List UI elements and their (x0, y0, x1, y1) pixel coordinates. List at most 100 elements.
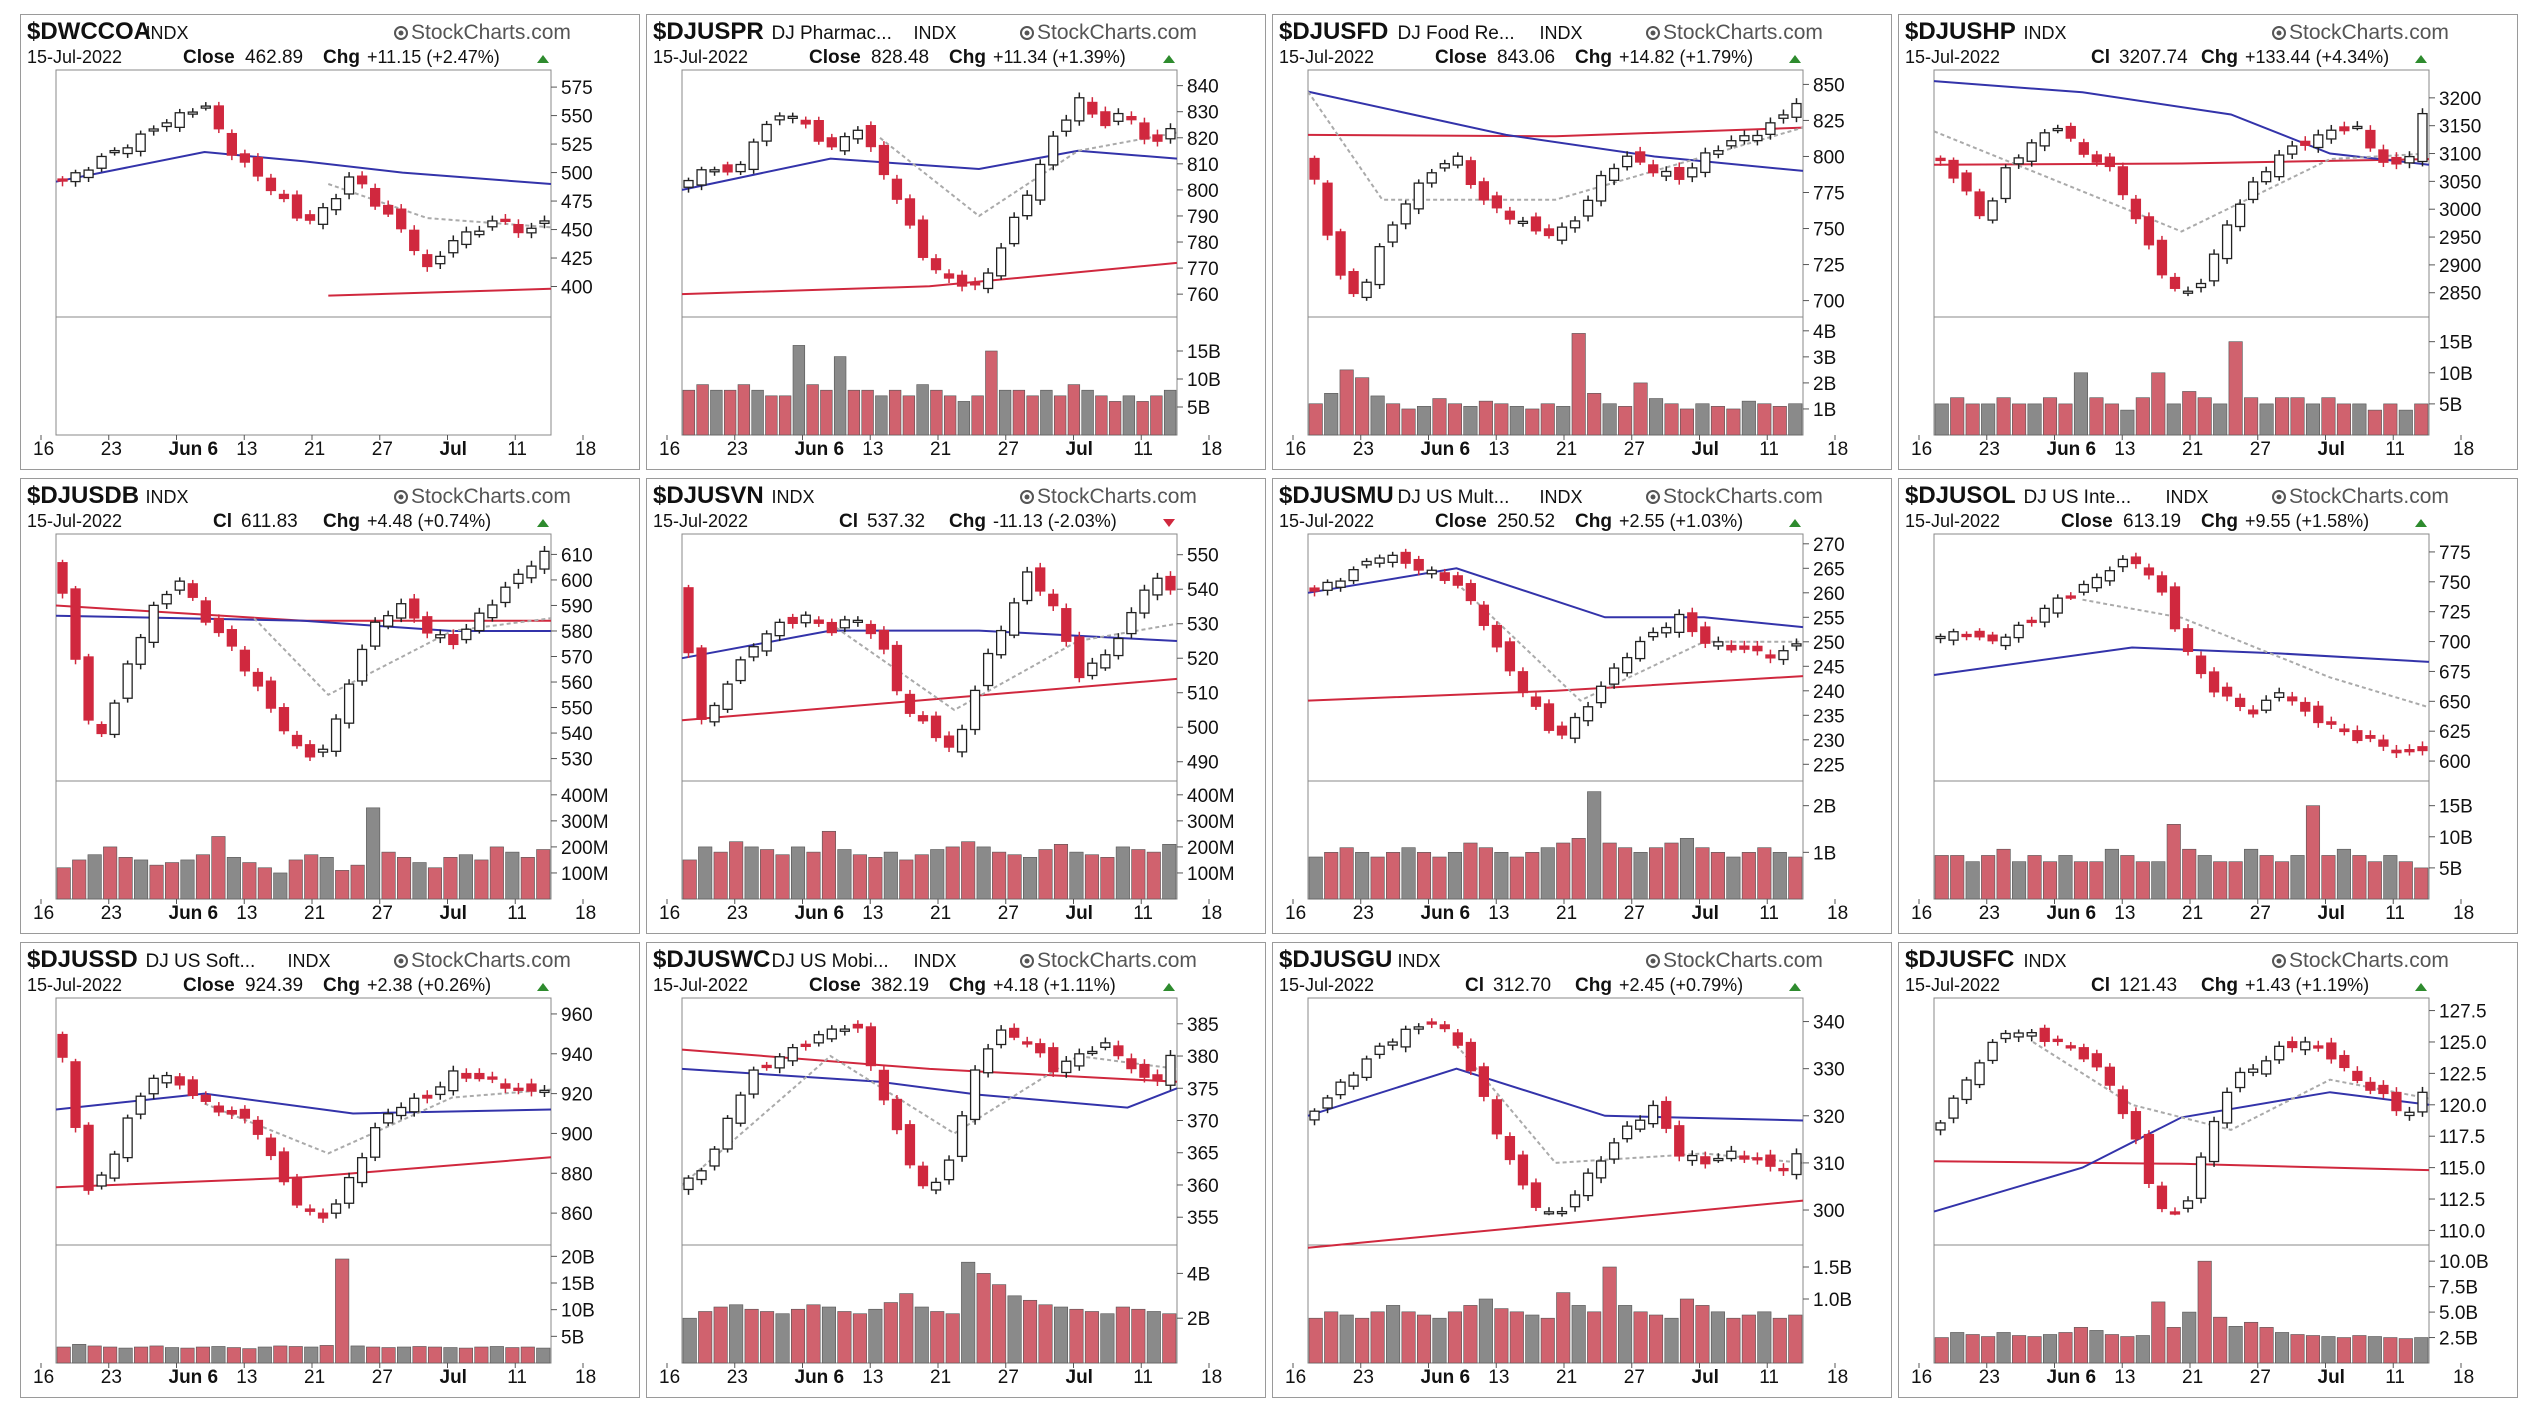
price-tick-label: 110.0 (2439, 1221, 2485, 1242)
candle-body (2208, 671, 2220, 693)
candle-body (526, 227, 537, 234)
volume-bar (760, 1311, 775, 1364)
chart-panel[interactable]: $DJUSWC DJ US Mobi... INDX StockCharts.com 1… (646, 942, 1266, 1398)
candle-body (435, 634, 446, 639)
volume-bar (149, 864, 164, 900)
candle-body (813, 619, 824, 624)
volume-bar (992, 851, 1007, 900)
plot-frame (55, 997, 552, 1364)
candle-body (1335, 580, 1346, 588)
candle-body (1674, 166, 1685, 180)
close-label: Close (1435, 47, 1487, 68)
price-tick-label: 235 (1813, 706, 1845, 727)
candle-body (57, 178, 68, 182)
volume-bar (1633, 1311, 1648, 1364)
volume-bar (458, 1347, 473, 1364)
volume-bar (1401, 408, 1416, 436)
candle-body (2052, 127, 2063, 132)
chart-panel[interactable]: $DJUSVN INDX StockCharts.com 15-Jul-2022 Cl 5… (646, 478, 1266, 934)
volume-bar (1556, 842, 1571, 900)
chart-panel[interactable]: $DJUSSD DJ US Soft... INDX StockCharts.com 1… (20, 942, 640, 1398)
volume-bar (1571, 333, 1586, 436)
chart-panel[interactable]: $DJUSGU INDX StockCharts.com 15-Jul-2022 Cl 3… (1272, 942, 1892, 1398)
volume-bar (1339, 847, 1354, 900)
chg-label: Chg (2201, 511, 2238, 532)
volume-bar (2089, 397, 2104, 436)
candle-body (461, 628, 472, 641)
close-value: 312.70 (1493, 975, 1551, 996)
candle-body (2104, 156, 2116, 168)
chart-panel[interactable]: $DJUSFD DJ Food Re... INDX StockCharts.com 1… (1272, 14, 1892, 470)
volume-bar (2290, 1334, 2305, 1364)
chart-panel[interactable]: $DWCCOA INDX StockCharts.com 15-Jul-2022 Clo… (20, 14, 640, 470)
volume-bar (2213, 403, 2228, 436)
close-value: 3207.74 (2119, 47, 2188, 68)
candle-body (83, 169, 94, 179)
chart-panel[interactable]: $DJUSHP INDX StockCharts.com 15-Jul-2022 Cl 3… (1898, 14, 2518, 470)
x-tick-label: 21 (304, 1367, 325, 1388)
candle-body (696, 647, 707, 720)
x-tick-label: 23 (101, 1367, 122, 1388)
candle-body (317, 748, 329, 753)
volume-bar (56, 867, 71, 900)
volume-bar (427, 867, 443, 900)
price-tick-label: 365 (1187, 1144, 1219, 1165)
candle-body (213, 1105, 224, 1113)
x-tick-label: 27 (372, 439, 393, 460)
volume-bar (443, 857, 458, 900)
volume-bar (164, 1347, 180, 1364)
candle-body (865, 125, 877, 148)
x-tick-label: Jun 6 (2047, 1367, 2097, 1388)
candle-body (943, 735, 955, 748)
close-label: Cl (213, 511, 232, 532)
chart-panel[interactable]: $DJUSMU DJ US Mult... INDX StockCharts.com 1… (1272, 478, 1892, 934)
candle-body (1935, 1122, 1946, 1131)
candle-body (2130, 1111, 2142, 1140)
chart-symbol: $DJUSSD (27, 946, 138, 973)
brand-label: StockCharts.com (2289, 949, 2449, 972)
chart-name: DJ Food Re... (1398, 23, 1515, 44)
close-value: 611.83 (241, 511, 298, 532)
candle-body (2143, 216, 2155, 246)
candle-body (2026, 142, 2037, 162)
price-tick-label: 500 (1187, 718, 1219, 739)
x-tick-label: 16 (1285, 903, 1306, 924)
candle-body (1152, 577, 1163, 596)
volume-tick-label: 10B (2439, 364, 2473, 385)
candle-body (1126, 611, 1137, 635)
price-tick-label: 122.5 (2439, 1064, 2487, 1085)
chart-panel[interactable]: $DJUSDB INDX StockCharts.com 15-Jul-2022 Cl 6… (20, 478, 640, 934)
volume-bar (2290, 855, 2305, 900)
chart-exchange: INDX (288, 951, 331, 971)
volume-bar (319, 1345, 334, 1364)
candle-body (2234, 1071, 2246, 1089)
volume-tick-label: 100M (561, 864, 609, 885)
chart-panel[interactable]: $DJUSPR DJ Pharmac... INDX StockCharts.com 1… (646, 14, 1266, 470)
candle-body (722, 683, 733, 710)
chart-panel[interactable]: $DJUSFC INDX StockCharts.com 15-Jul-2022 Cl 1… (1898, 942, 2518, 1398)
chart-svg: $DJUSWC DJ US Mobi... INDX StockCharts.com 1… (653, 946, 1222, 1388)
volume-bar (1741, 1314, 1756, 1364)
chart-panel[interactable]: $DJUSOL DJ US Inte... INDX StockCharts.com 1… (1898, 478, 2518, 934)
volume-bar (1618, 1305, 1633, 1364)
candle-body (2352, 125, 2363, 130)
volume-bar (1478, 847, 1493, 900)
candle-body (2221, 686, 2233, 697)
volume-bar (916, 384, 929, 436)
price-tick-label: 125.0 (2439, 1033, 2487, 1054)
price-tick-label: 530 (561, 750, 593, 771)
chg-label: Chg (1575, 47, 1612, 68)
price-tick-label: 3100 (2439, 145, 2481, 166)
volume-bar (2336, 1337, 2351, 1364)
candle-body (1309, 157, 1320, 180)
volume-bar (760, 849, 775, 900)
candle-body (1074, 97, 1085, 122)
x-tick-label: 27 (1624, 1367, 1645, 1388)
price-tick-label: 250 (1813, 633, 1845, 654)
candle-body (2117, 166, 2129, 196)
volume-bar (2197, 1260, 2212, 1364)
candle-body (709, 169, 720, 173)
volume-bar (134, 859, 149, 900)
candle-body (1530, 696, 1542, 707)
candle-body (2391, 156, 2402, 165)
